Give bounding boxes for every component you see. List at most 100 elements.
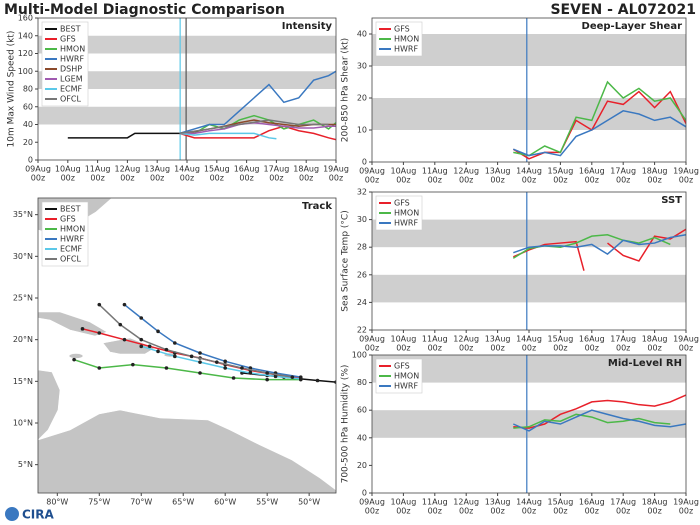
y-tick-label: 32 — [357, 188, 367, 197]
y-tick-label: 40 — [23, 120, 33, 129]
x-tick-label: 55°W — [256, 498, 278, 507]
x-tick-hour: 00z — [396, 507, 410, 516]
x-tick-label: 75°W — [88, 498, 110, 507]
plot — [72, 302, 336, 384]
y-axis-label: 200-850 hPa Shear (kt) — [341, 38, 351, 142]
legend-label: BEST — [60, 25, 81, 34]
x-tick-hour: 00z — [396, 344, 410, 353]
series-line — [179, 121, 336, 135]
band — [372, 410, 686, 438]
x-tick-label: 65°W — [172, 498, 194, 507]
x-tick-hour: 00z — [428, 507, 442, 516]
track-point — [164, 366, 169, 370]
x-tick-hour: 00z — [299, 174, 313, 183]
x-tick-hour: 00z — [61, 174, 75, 183]
track-point — [139, 344, 144, 349]
track-point — [164, 347, 169, 352]
x-tick-hour: 00z — [679, 507, 693, 516]
x-tick-hour: 00z — [522, 507, 536, 516]
panel-title: Mid-Level RH — [608, 358, 682, 369]
legend-label: GFS — [394, 362, 410, 371]
track-point — [231, 376, 236, 380]
x-tick-hour: 00z — [396, 176, 410, 185]
x-tick-hour: 00z — [585, 507, 599, 516]
x-tick-label: 13Aug — [485, 335, 511, 344]
track-point — [97, 302, 102, 307]
legend-label: OFCL — [60, 255, 81, 264]
x-tick-label: 18Aug — [293, 165, 319, 174]
x-tick-label: 15Aug — [547, 498, 573, 507]
track-point — [156, 349, 160, 354]
x-tick-label: 09Aug — [359, 167, 385, 176]
plot — [372, 18, 686, 162]
logo: CIRA — [5, 507, 55, 522]
x-tick-hour: 00z — [490, 176, 504, 185]
storm-id: SEVEN - AL072021 — [550, 2, 696, 18]
y-tick-label: 40 — [357, 433, 367, 442]
legend-label: HMON — [394, 209, 419, 218]
x-tick-hour: 00z — [522, 344, 536, 353]
y-tick-label: 60 — [23, 102, 33, 111]
y-tick-label: 20 — [357, 94, 367, 103]
x-tick-label: 12Aug — [453, 167, 479, 176]
series-line — [179, 125, 336, 141]
x-tick-hour: 00z — [31, 174, 45, 183]
x-tick-label: 10Aug — [390, 335, 416, 344]
x-tick-hour: 00z — [365, 344, 379, 353]
y-tick-label: 60 — [357, 406, 367, 415]
y-tick-label: 0 — [362, 158, 367, 167]
y-tick-label: 80 — [23, 85, 33, 94]
track-point — [198, 360, 202, 364]
track-point — [315, 378, 320, 383]
x-tick-label: 15Aug — [547, 335, 573, 344]
panel-title: Intensity — [282, 21, 333, 32]
legend-label: HMON — [60, 225, 85, 234]
legend-label: HWRF — [394, 382, 418, 391]
track-point — [173, 341, 177, 345]
track-point — [198, 351, 202, 355]
legend-label: GFS — [60, 35, 76, 44]
y-tick-label: 10°N — [13, 419, 33, 428]
legend-label: ECMF — [60, 85, 83, 94]
x-tick-label: 12Aug — [453, 498, 479, 507]
track-point — [118, 322, 123, 327]
x-tick-hour: 00z — [269, 174, 283, 183]
x-tick-hour: 00z — [585, 176, 599, 185]
x-tick-label: 16Aug — [579, 335, 605, 344]
y-tick-label: 28 — [357, 243, 367, 252]
x-tick-hour: 00z — [553, 507, 567, 516]
legend-label: HMON — [394, 35, 419, 44]
plot — [372, 355, 686, 493]
legend-label: BEST — [60, 205, 81, 214]
x-tick-hour: 00z — [490, 344, 504, 353]
x-tick-label: 15Aug — [547, 167, 573, 176]
legend-box — [41, 21, 89, 107]
track-point — [265, 371, 269, 375]
x-tick-label: 19Aug — [323, 165, 349, 174]
track-point — [80, 327, 85, 331]
y-tick-label: 0 — [362, 489, 367, 498]
track-point — [223, 366, 227, 370]
y-tick-label: 100 — [18, 67, 33, 76]
x-tick-label: 18Aug — [642, 498, 668, 507]
x-tick-hour: 00z — [428, 344, 442, 353]
x-tick-label: 50°W — [298, 498, 320, 507]
x-tick-label: 13Aug — [144, 165, 170, 174]
track-point — [131, 362, 135, 367]
track-point — [265, 377, 269, 382]
y-axis-label: 700-500 hPa Humidity (%) — [341, 365, 351, 484]
plot — [38, 18, 336, 160]
track-point — [290, 375, 295, 379]
x-tick-hour: 00z — [679, 344, 693, 353]
x-tick-label: 11Aug — [422, 498, 448, 507]
x-tick-label: 16Aug — [234, 165, 260, 174]
plot-frame — [37, 197, 337, 494]
x-tick-hour: 00z — [616, 176, 630, 185]
x-tick-label: 13Aug — [485, 498, 511, 507]
track-point — [240, 366, 244, 370]
track-point — [72, 357, 76, 362]
x-tick-label: 09Aug — [359, 335, 385, 344]
track-point — [215, 360, 219, 364]
x-tick-hour: 00z — [490, 507, 504, 516]
